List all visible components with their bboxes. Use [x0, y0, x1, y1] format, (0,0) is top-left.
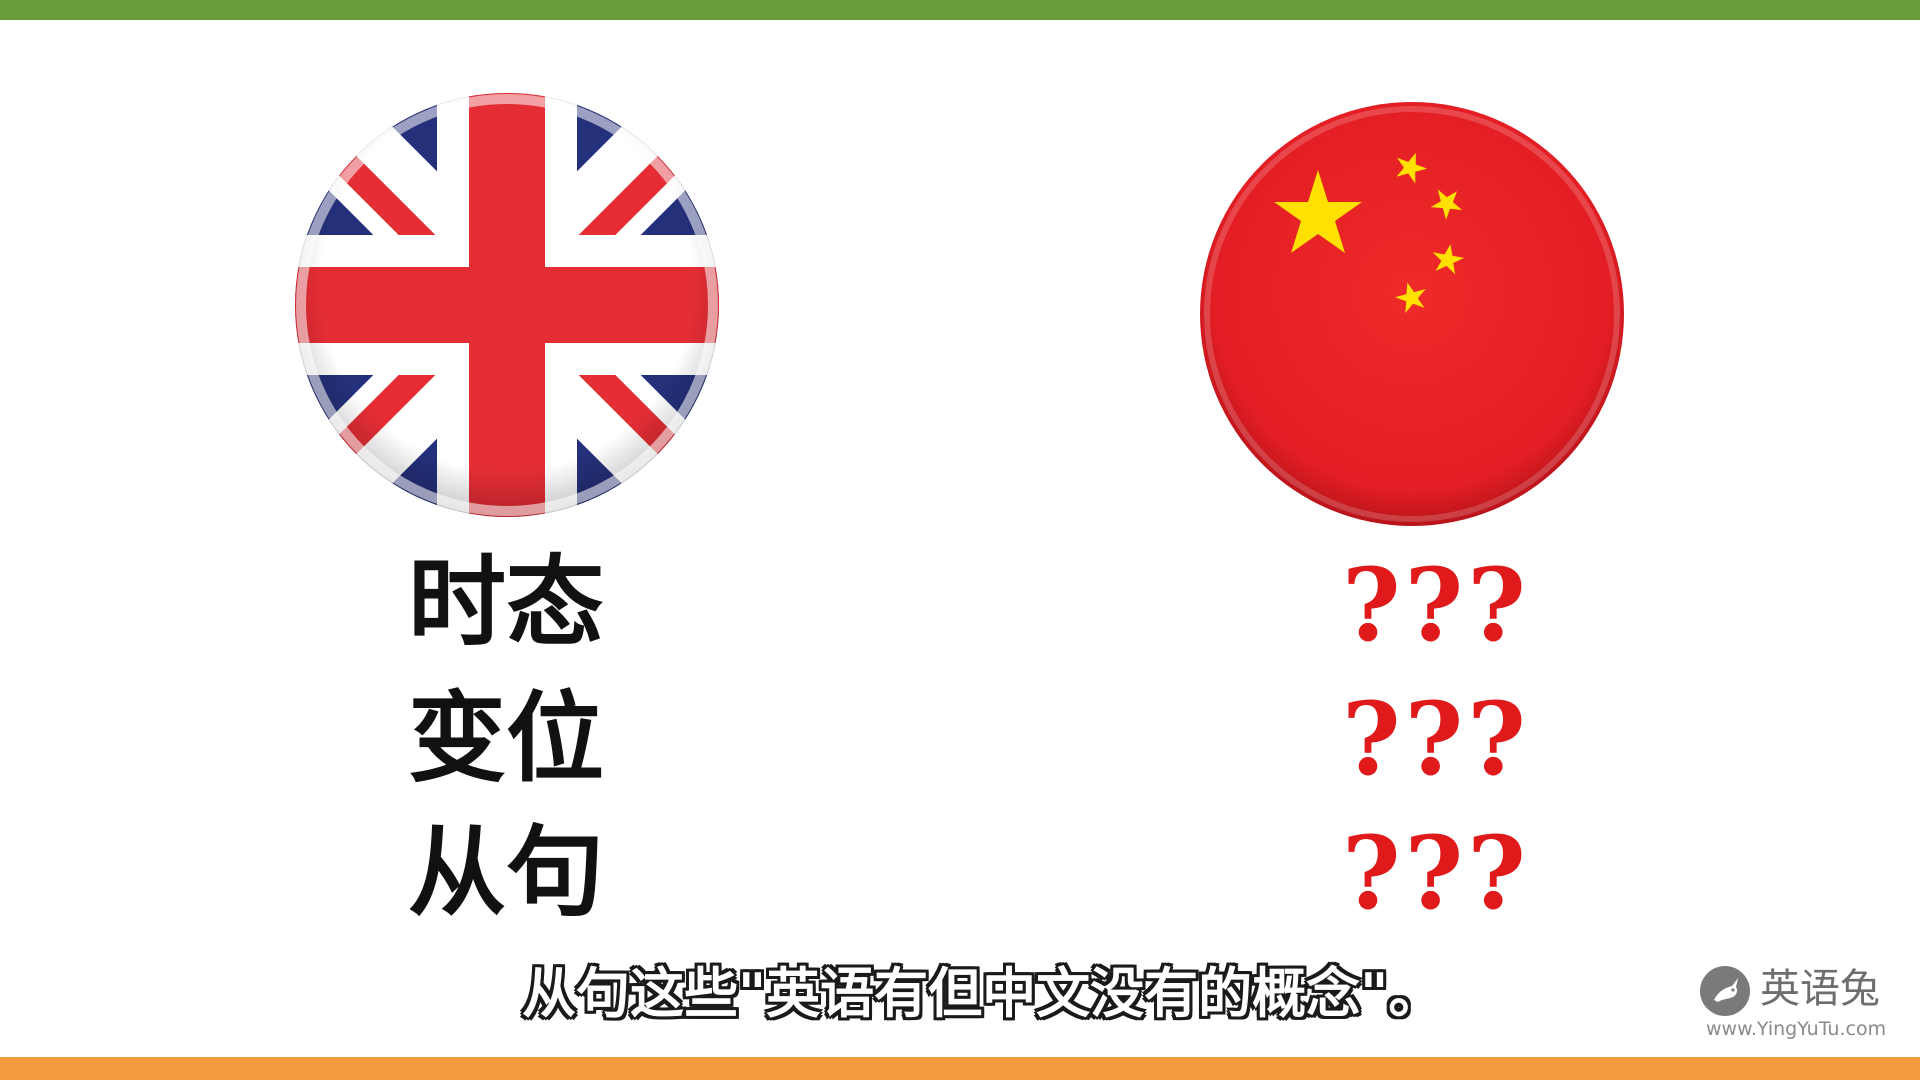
top-accent-bar: [0, 0, 1920, 20]
bottom-accent-bar: [0, 1057, 1920, 1080]
concept-conjugation-answer: ???: [1342, 680, 1530, 798]
brand-url: www.YingYuTu.com: [1706, 1018, 1887, 1040]
china-flag-icon: [1198, 100, 1626, 528]
concept-tense-answer: ???: [1342, 546, 1530, 664]
brand-logo: 英语兔 www.YingYuTu.com: [1700, 962, 1900, 1042]
rabbit-icon: [1700, 966, 1750, 1016]
subtitle-caption: 从句这些"英语有但中文没有的概念"。: [522, 962, 1443, 1025]
brand-name: 英语兔: [1760, 966, 1880, 1012]
concept-conjugation-label: 变位: [408, 681, 605, 796]
concept-clause-label: 从句: [408, 815, 605, 930]
concept-tense-label: 时态: [408, 545, 605, 660]
concept-clause-answer: ???: [1342, 814, 1530, 932]
uk-flag-icon: [292, 90, 722, 520]
